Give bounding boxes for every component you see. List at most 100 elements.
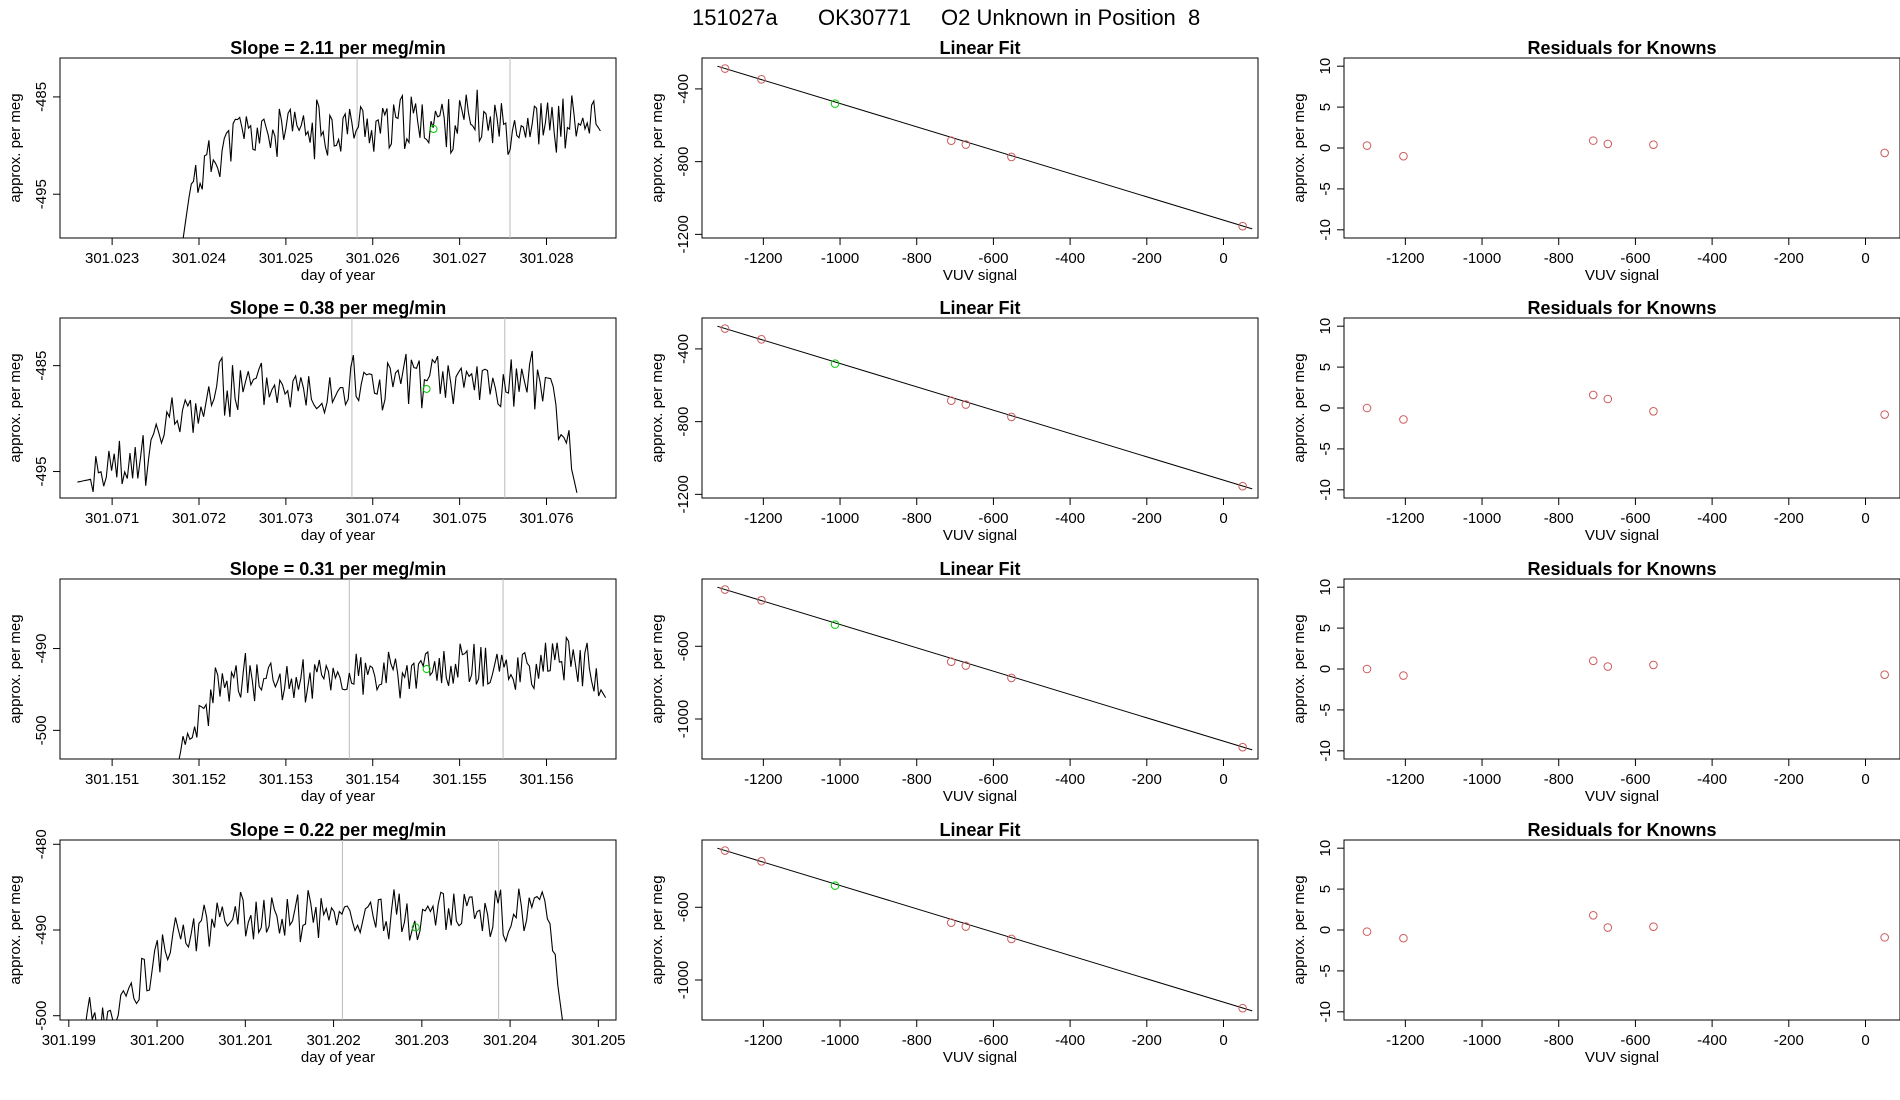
chart-title: Linear Fit [939,298,1020,318]
chart-title: Residuals for Knowns [1527,298,1716,318]
x-tick-label: -200 [1774,250,1804,267]
y-tick-label: -480 [33,829,50,859]
x-axis-label: VUV signal [943,527,1017,544]
y-axis-label: approx. per meg [1291,353,1308,462]
plot-frame [1343,317,1900,499]
x-axis-label: VUV signal [943,1049,1017,1066]
x-tick-label: -1200 [744,510,782,527]
signal-line [178,635,607,759]
unknown-point [429,125,438,134]
residual-point [1399,933,1408,943]
panel-3-1: Slope = 0.31 per meg/min day of year appro… [7,559,617,805]
x-tick-label: -1200 [744,250,782,267]
known-point [720,324,730,333]
x-tick-label: -800 [1544,1032,1574,1049]
residual-point [1399,671,1408,680]
known-point [946,918,956,928]
x-tick-label: -1200 [1386,1032,1424,1049]
x-tick-label: -600 [1620,1032,1650,1049]
x-tick-label: 301.203 [395,1032,449,1049]
y-tick-label: 0 [1317,926,1334,934]
known-point [961,922,971,931]
y-tick-label: -800 [675,407,692,437]
x-tick-label: -1000 [821,250,859,267]
x-tick-label: -1200 [744,771,782,788]
plot-frame [1343,839,1900,1021]
x-tick-label: -800 [902,250,932,267]
signal-line [77,350,578,493]
x-tick-label: -1200 [744,1032,782,1049]
x-tick-label: -600 [978,771,1008,788]
x-tick-label: -400 [1055,771,1085,788]
residual-point [1880,148,1889,158]
y-tick-label: -485 [33,82,50,112]
header-run-id: 151027a [692,5,778,30]
residual-point [1362,403,1372,413]
signal-line [79,888,563,1020]
x-tick-label: 301.024 [172,250,226,267]
x-tick-label: 0 [1219,1032,1227,1049]
x-tick-label: -200 [1132,250,1162,267]
x-tick-label: 301.027 [433,250,487,267]
x-tick-label: 0 [1861,510,1869,527]
unknown-point [830,359,840,368]
residual-point [1603,139,1613,149]
chart-title: Residuals for Knowns [1527,820,1716,840]
x-tick-label: 301.152 [172,771,226,788]
header-tank-id: OK30771 [818,5,911,30]
x-tick-label: -1000 [821,771,859,788]
residual-point [1603,923,1613,932]
plot-frame [59,57,617,239]
plot-frame [701,317,1259,499]
x-tick-label: -800 [902,1032,932,1049]
unknown-point [422,665,431,673]
x-tick-label: -400 [1055,510,1085,527]
known-point [1007,934,1016,944]
x-tick-label: 301.028 [519,250,573,267]
header-description: O2 Unknown in Position 8 [941,5,1200,30]
y-tick-label: -5 [1317,442,1334,455]
y-axis-label: approx. per meg [649,93,666,202]
plot-area [717,585,1253,752]
chart-title: Residuals for Knowns [1527,559,1716,579]
panel-1-2: Linear Fit VUV signal approx. per meg -1200… [649,38,1259,284]
residual-point [1880,410,1889,419]
y-tick-label: -490 [33,634,50,664]
residual-point [1603,394,1613,404]
y-tick-label: 5 [1317,885,1334,893]
known-point [946,136,956,146]
y-tick-label: 0 [1317,404,1334,412]
x-tick-label: 301.205 [571,1032,625,1049]
y-tick-label: -495 [33,179,50,209]
known-point [946,396,956,406]
unknown-point [411,923,420,932]
x-tick-label: -1000 [1463,510,1501,527]
plot-area [1362,910,1889,943]
chart-title: Slope = 0.38 per meg/min [230,298,447,318]
x-axis-label: day of year [301,1049,375,1066]
plot-area [79,840,563,1020]
y-axis-label: approx. per meg [7,353,24,462]
residual-point [1880,670,1889,680]
x-tick-label: 301.071 [85,510,139,527]
known-point [961,400,971,409]
plot-frame [59,578,617,760]
chart-title: Linear Fit [939,559,1020,579]
plot-frame [1343,578,1900,760]
x-tick-label: -1000 [1463,771,1501,788]
residual-point [1362,664,1372,674]
y-tick-label: -800 [675,147,692,177]
x-tick-label: -1000 [1463,1032,1501,1049]
residual-point [1649,660,1658,670]
y-tick-label: -500 [33,1001,50,1031]
x-tick-label: -1000 [821,1032,859,1049]
fit-line [717,325,1253,490]
x-tick-label: -1000 [1463,250,1501,267]
known-point [946,657,956,667]
y-tick-label: -500 [33,715,50,745]
plot-frame [59,839,617,1021]
unknown-point [830,620,840,629]
x-tick-label: 301.072 [172,510,226,527]
x-tick-label: -800 [1544,510,1574,527]
